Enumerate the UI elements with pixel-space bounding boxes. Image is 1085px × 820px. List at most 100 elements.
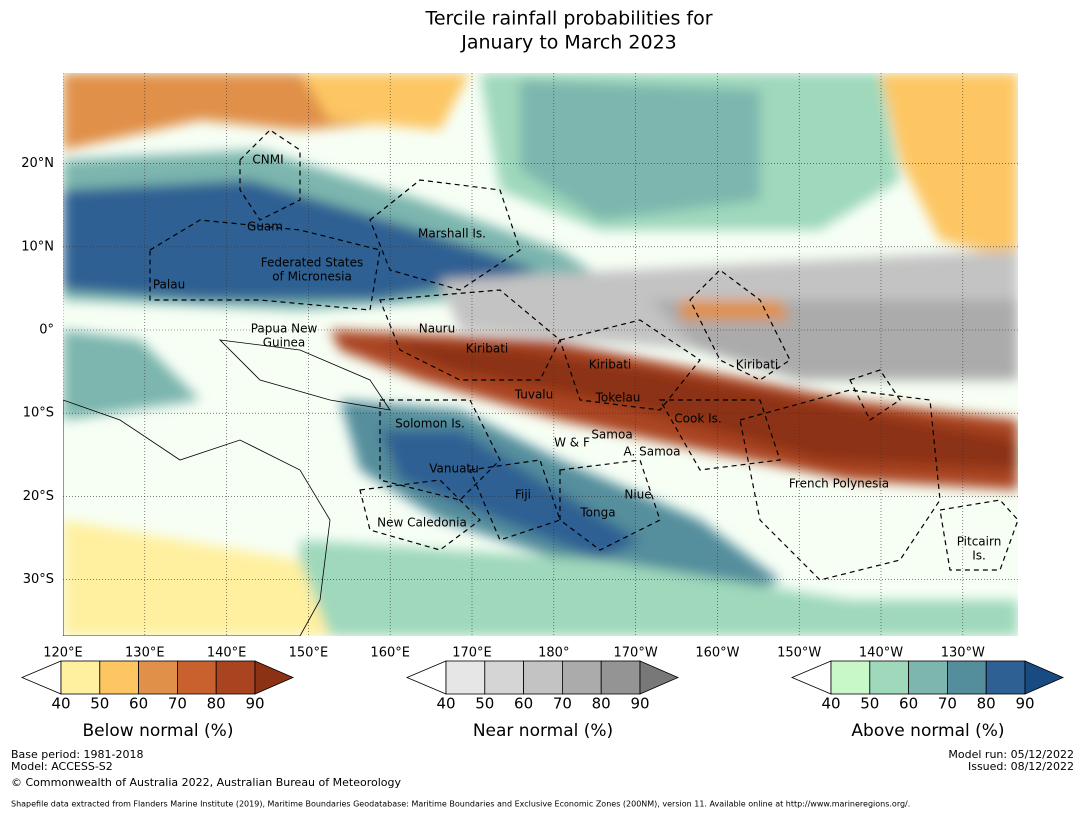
region-label: CNMI	[252, 153, 283, 167]
colorbar-label: Above normal (%)	[851, 721, 1004, 741]
region-label: W & F	[554, 436, 590, 450]
colorbar-swatch	[600, 660, 641, 695]
colorbar-tick-label: 80	[207, 695, 226, 713]
region-label: Tokelau	[595, 391, 641, 405]
colorbar-tick-label: 50	[860, 695, 879, 713]
colorbar-tick-label: 50	[475, 695, 494, 713]
colorbar-swatch	[60, 660, 101, 695]
probability-fields	[63, 73, 1018, 636]
lon-label: 150°E	[289, 646, 329, 661]
region-label: Cook Is.	[674, 412, 721, 426]
lat-label: 0°	[39, 323, 54, 338]
lat-label: 20°N	[21, 156, 54, 171]
eez-boundaries	[149, 129, 1018, 581]
lon-label: 140°W	[859, 646, 903, 661]
region-label: French Polynesia	[789, 477, 889, 491]
colorbar-swatch	[523, 660, 563, 695]
colorbar-tick-label: 70	[938, 695, 957, 713]
region-label: Kiribati	[736, 358, 778, 372]
footer-left: © Commonwealth of Australia 2022, Austra…	[11, 776, 401, 789]
region-label: Marshall Is.	[418, 227, 486, 241]
lon-label: 160°W	[695, 646, 739, 661]
colorbar-under	[790, 660, 832, 695]
footer-source: Shapefile data extracted from Flanders M…	[11, 800, 910, 809]
region-label: Vanuatu	[429, 462, 479, 476]
colorbar-under	[20, 660, 62, 695]
region-label: Kiribati	[589, 358, 631, 372]
colorbar-tick-label: 60	[899, 695, 918, 713]
colorbar-swatch	[908, 660, 948, 695]
lon-label: 180°	[538, 646, 569, 661]
region-label: A. Samoa	[624, 445, 681, 459]
lon-label: 130°W	[941, 646, 985, 661]
graticule	[63, 73, 1018, 636]
colorbar-under	[405, 660, 447, 695]
lat-label: 30°S	[23, 572, 54, 587]
lon-label: 120°E	[43, 646, 83, 661]
colorbars: 40 50 60 70 80 90 Below normal (%) 40 50 60 70 80 90…	[20, 660, 1065, 741]
colorbar-swatch	[215, 660, 256, 695]
colorbar-tick-label: 80	[592, 695, 611, 713]
lat-label: 10°N	[21, 239, 54, 254]
colorbar-tick-label: 40	[51, 695, 70, 713]
region-label: Palau	[153, 278, 185, 292]
region-label: Pitcairn	[957, 535, 1002, 549]
title-line: January to March 2023	[460, 32, 677, 54]
region-label: Tonga	[579, 506, 615, 520]
region-label: Samoa	[591, 428, 632, 442]
coastline	[63, 399, 331, 636]
colorbar-tick-label: 90	[1015, 695, 1034, 713]
colorbar-swatch	[562, 660, 602, 695]
region-label: Fiji	[515, 488, 531, 502]
colorbar-swatch	[484, 660, 524, 695]
colorbar-swatch	[869, 660, 909, 695]
title-line: Tercile rainfall probabilities for	[424, 8, 712, 30]
region-label: Nauru	[419, 322, 455, 336]
colorbar-tick-label: 60	[514, 695, 533, 713]
colorbar-tick-label: 80	[977, 695, 996, 713]
colorbar-tick-label: 70	[553, 695, 572, 713]
footer-right: Model run: 05/12/2022	[948, 748, 1074, 761]
region-label: New Caledonia	[377, 516, 467, 530]
colorbar-tick-label: 50	[90, 695, 109, 713]
colorbar-label: Below normal (%)	[83, 721, 234, 741]
region-label: Federated States	[261, 256, 363, 270]
lon-label: 140°E	[207, 646, 247, 661]
colorbar-swatch	[99, 660, 140, 695]
footer-right: Issued: 08/12/2022	[968, 760, 1074, 773]
colorbar-over	[1024, 660, 1065, 695]
region-label: Solomon Is.	[395, 417, 465, 431]
colorbar-over	[639, 660, 680, 695]
region-label: Niue	[624, 488, 651, 502]
colorbar-tick-label: 90	[630, 695, 649, 713]
region-label: Papua New	[251, 322, 318, 336]
lon-label: 130°E	[125, 646, 165, 661]
region-label: Guinea	[263, 336, 306, 350]
lon-label: 170°W	[614, 646, 658, 661]
colorbar-swatch	[985, 660, 1026, 695]
footer-left: Model: ACCESS-S2	[11, 760, 113, 773]
region-label: Guam	[247, 220, 283, 234]
footer-left: Base period: 1981-2018	[11, 748, 143, 761]
lon-label: 160°E	[370, 646, 410, 661]
colorbar-tick-label: 40	[436, 695, 455, 713]
colorbar-swatch	[830, 660, 871, 695]
lat-label: 20°S	[23, 489, 54, 504]
colorbar-swatch	[947, 660, 987, 695]
region-label: Kiribati	[466, 342, 508, 356]
colorbar-tick-label: 40	[821, 695, 840, 713]
colorbar-swatch	[138, 660, 178, 695]
colorbar-tick-label: 90	[245, 695, 264, 713]
axes: 20°N 10°N 0° 10°S 20°S 30°S 120°E 130°E 140°E 150…	[21, 156, 985, 660]
lon-label: 150°W	[777, 646, 821, 661]
colorbar-swatch	[445, 660, 486, 695]
region-label: of Micronesia	[272, 270, 352, 284]
region-label: Tuvalu	[514, 388, 554, 402]
colorbar-tick-label: 60	[129, 695, 148, 713]
lon-label: 170°E	[452, 646, 492, 661]
colorbar-label: Near normal (%)	[473, 721, 613, 741]
title: Tercile rainfall probabilities forJanuar…	[424, 8, 712, 54]
